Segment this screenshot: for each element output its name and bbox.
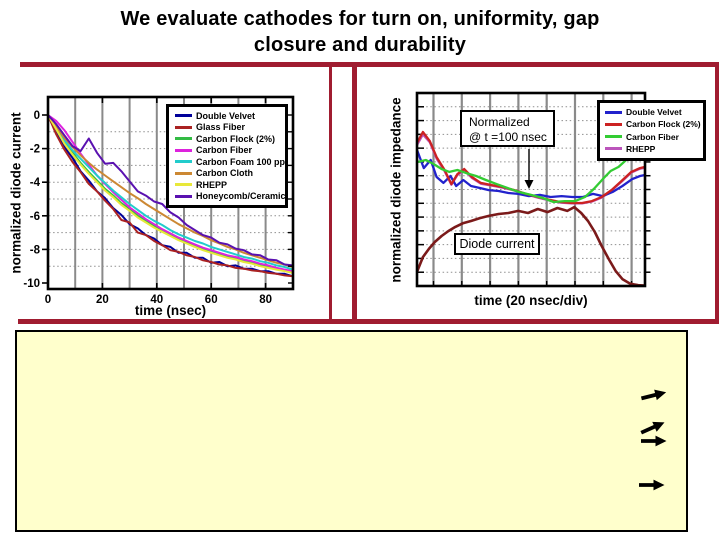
- legend-label: Carbon Flock (2%): [626, 119, 701, 130]
- legend-swatch-rhepp: [605, 147, 622, 151]
- left-ytick-label: -6: [30, 211, 40, 223]
- slide-title-line2: closure and durability: [253, 34, 467, 56]
- normalized-annotation-box: Normalized @ t =100 nsec: [460, 110, 555, 147]
- legend-swatch-double-velvet: [175, 114, 192, 118]
- left-panel-right-border: [329, 62, 332, 324]
- left-chart-legend: Double Velvet Glass Fiber Carbon Flock (2%…: [166, 104, 288, 208]
- left-ytick-label: -2: [30, 144, 40, 156]
- legend-item: Carbon Foam 100 pp: [175, 156, 286, 167]
- left-ytick-label: -8: [30, 244, 41, 256]
- legend-swatch-carbon-flock-2: [175, 137, 192, 141]
- legend-label: RHEPP: [196, 179, 228, 190]
- legend-label: RHEPP: [626, 143, 656, 154]
- left-chart-ylabel: normalized diode current: [8, 112, 24, 274]
- legend-swatch-double-velvet: [605, 110, 622, 114]
- legend-item: Carbon Fiber: [175, 145, 283, 155]
- annotation-line1: Normalized: [469, 115, 530, 129]
- legend-label: Carbon Fiber: [626, 131, 679, 142]
- left-ytick-label: -10: [23, 278, 40, 290]
- legend-label: Double Velvet: [626, 107, 682, 118]
- legend-swatch-carbon-cloth: [175, 171, 192, 175]
- legend-item: Double Velvet: [175, 111, 283, 121]
- legend-item: RHEPP: [605, 144, 701, 154]
- legend-swatch-carbon-flock-2: [605, 122, 622, 126]
- annotation-arrow-head: [524, 180, 534, 189]
- center-panel-divider: [352, 62, 357, 324]
- legend-item: Honeycomb/Ceramic: [175, 191, 286, 202]
- right-chart-ylabel: normalized diode impedance: [388, 97, 404, 283]
- legend-item: Double Velvet: [605, 107, 701, 117]
- legend-label: Honeycomb/Ceramic: [196, 191, 286, 202]
- legend-item: Carbon Flock (2%): [605, 119, 701, 129]
- right-panel-right-border: [715, 62, 719, 324]
- title-divider-rule: [20, 62, 719, 67]
- right-chart-legend: Double Velvet Carbon Flock (2%) Carbon Fib…: [597, 100, 706, 161]
- left-chart-xlabel: time (nsec): [134, 303, 207, 318]
- annotation-line2: @ t =100 nsec: [469, 130, 547, 144]
- left-ytick-label: 0: [34, 110, 40, 122]
- legend-swatch-carbon-fiber: [175, 148, 192, 152]
- legend-item: RHEPP: [175, 180, 283, 190]
- right-chart-xlabel: time (20 nsec/div): [474, 293, 588, 308]
- legend-label: Glass Fiber: [196, 122, 246, 133]
- legend-swatch-honeycomb-ceramic: [175, 194, 192, 198]
- legend-label: Carbon Foam 100 pp: [196, 156, 286, 167]
- legend-item: Carbon Fiber: [605, 132, 701, 142]
- legend-label: Double Velvet: [196, 110, 256, 121]
- left-ytick-label: -4: [30, 177, 41, 189]
- legend-swatch-glass-fiber: [175, 125, 192, 129]
- slide-title-line1: We evaluate cathodes for turn on, unifor…: [120, 8, 600, 30]
- notes-box: [15, 330, 688, 532]
- legend-swatch-carbon-foam-100-pp: [175, 160, 192, 164]
- legend-label: Carbon Cloth: [196, 168, 253, 179]
- legend-label: Carbon Fiber: [196, 145, 253, 156]
- diode-current-label-box: Diode current: [454, 233, 540, 255]
- legend-swatch-rhepp: [175, 183, 192, 187]
- legend-swatch-carbon-fiber: [605, 135, 622, 139]
- legend-label: Carbon Flock (2%): [196, 133, 276, 144]
- legend-item: Glass Fiber: [175, 122, 283, 132]
- bottom-divider-rule: [18, 319, 719, 324]
- legend-item: Carbon Flock (2%): [175, 134, 283, 144]
- slide-title: We evaluate cathodes for turn on, unifor…: [0, 6, 720, 58]
- legend-item: Carbon Cloth: [175, 168, 283, 178]
